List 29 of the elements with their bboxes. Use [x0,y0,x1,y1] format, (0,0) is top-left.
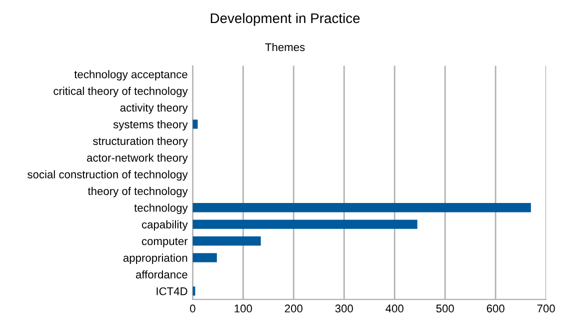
y-tick-label: structuration theory [93,136,188,148]
y-tick-label: ICT4D [156,287,188,296]
chart-subtitle: Themes [265,42,305,52]
x-tick-label: 400 [386,304,404,312]
y-tick-label: appropriation [123,254,188,264]
bar [192,236,261,246]
y-tick-label: critical theory of technology [54,86,188,98]
x-tick-label: 200 [284,304,302,312]
bar [192,120,198,129]
x-tick-label: 0 [190,304,196,312]
x-tick-label: 700 [537,304,555,312]
bar [192,253,217,262]
y-tick-label: technology acceptance [74,70,188,80]
y-tick-label: technology [134,204,188,214]
y-tick-label: social construction of technology [28,170,188,181]
x-tick-label: 500 [436,304,454,312]
x-tick-label: 600 [486,304,504,312]
y-tick-label: theory of technology [88,186,188,198]
y-tick-label: actor-network theory [87,154,188,164]
y-tick-label: affordance [136,270,188,278]
y-tick-label: activity theory [120,103,188,114]
y-tick-label: computer [142,238,188,248]
x-tick-label: 300 [335,304,353,312]
y-tick-label: capability [142,220,188,231]
bar [192,203,531,212]
y-tick-label: systems theory [113,120,188,131]
chart-title: Development in Practice [210,12,360,26]
x-tick-label: 100 [234,304,252,312]
bar [192,220,418,229]
